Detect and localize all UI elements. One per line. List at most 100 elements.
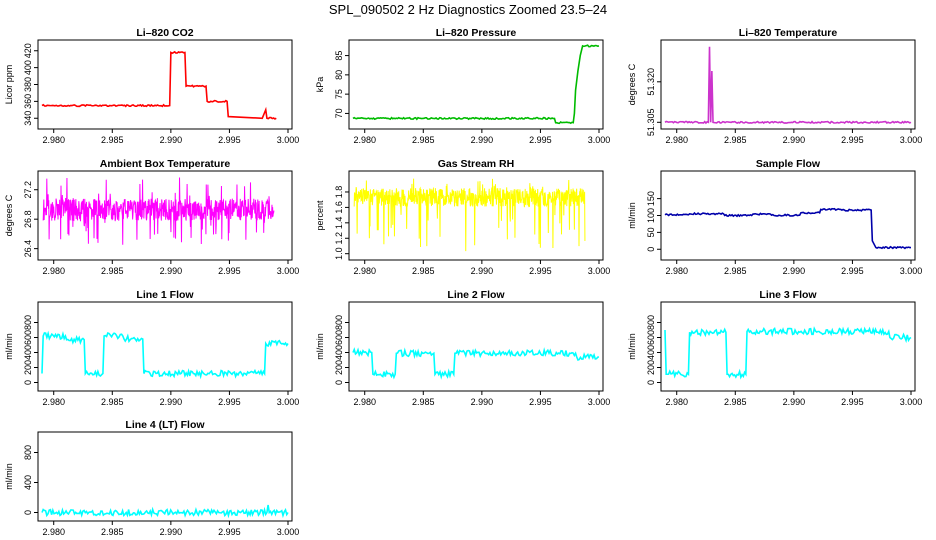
y-tick-label: 0: [23, 510, 33, 515]
y-axis-label: kPa: [315, 77, 325, 93]
plot-frame: [37, 301, 293, 392]
y-tick-label: 1.4: [334, 217, 344, 230]
plot-frame: [37, 170, 293, 261]
panel-9: Line 3 Flow ml/min 2.980 2.985 2.990 2.995 3.0…: [627, 289, 922, 407]
x-tick-label: 2.985: [101, 266, 124, 276]
plot-frame: [37, 431, 293, 522]
x-tick-label: 2.980: [665, 135, 688, 145]
y-tick-label: 51.320: [646, 68, 656, 96]
panel-title: Li–820 Temperature: [739, 27, 838, 39]
panel-title: Line 3 Flow: [759, 289, 817, 301]
y-tick-label: 27.2: [23, 181, 33, 199]
y-tick-label: 0: [334, 380, 344, 385]
series-line: [664, 46, 912, 125]
y-tick-label: 800: [23, 315, 33, 330]
x-tick-label: 3.000: [277, 266, 300, 276]
plot-frame: [348, 39, 604, 130]
y-tick-label: 420: [23, 43, 33, 58]
x-tick-label: 2.980: [42, 266, 65, 276]
x-tick-label: 3.000: [277, 397, 300, 407]
x-tick-label: 2.990: [160, 135, 183, 145]
y-tick-label: 80: [334, 70, 344, 80]
x-tick-label: 2.980: [353, 397, 376, 407]
x-tick-label: 2.985: [101, 135, 124, 145]
y-tick-label: 70: [334, 108, 344, 118]
x-tick-label: 2.985: [412, 135, 435, 145]
x-tick-label: 2.995: [529, 135, 552, 145]
y-axis-label: degrees C: [627, 63, 637, 105]
series-line: [41, 330, 289, 380]
x-tick-label: 2.980: [665, 266, 688, 276]
x-tick-label: 2.985: [724, 266, 747, 276]
y-axis-label: percent: [315, 200, 325, 231]
x-tick-label: 2.985: [101, 527, 124, 537]
series-line: [41, 504, 289, 519]
y-tick-label: 400: [646, 345, 656, 360]
y-axis-label: ml/min: [627, 333, 637, 360]
panel-title: Line 1 Flow: [136, 289, 194, 301]
panel-1: Li–820 CO2 Licor ppm 2.980 2.985 2.990 2.995 3…: [4, 27, 299, 145]
x-tick-label: 2.985: [724, 397, 747, 407]
y-tick-label: 75: [334, 89, 344, 99]
plot-frame: [660, 301, 916, 392]
y-axis-label: ml/min: [315, 333, 325, 360]
y-tick-label: 1.0: [334, 247, 344, 260]
x-tick-label: 3.000: [900, 266, 923, 276]
y-tick-label: 380: [23, 77, 33, 92]
y-tick-label: 0: [23, 380, 33, 385]
panel-title: Gas Stream RH: [438, 158, 514, 170]
y-axis-label: ml/min: [4, 333, 14, 360]
x-tick-label: 2.990: [160, 266, 183, 276]
x-tick-label: 2.990: [471, 266, 494, 276]
y-tick-label: 800: [334, 315, 344, 330]
y-tick-label: 400: [23, 475, 33, 490]
y-tick-label: 800: [646, 315, 656, 330]
series-line: [664, 326, 912, 380]
x-tick-label: 2.990: [160, 397, 183, 407]
x-tick-label: 2.990: [783, 266, 806, 276]
x-tick-label: 2.980: [353, 266, 376, 276]
y-tick-label: 100: [646, 208, 656, 223]
x-tick-label: 2.995: [841, 135, 864, 145]
x-tick-label: 2.990: [471, 135, 494, 145]
panel-title: Line 2 Flow: [447, 289, 505, 301]
x-tick-label: 3.000: [900, 135, 923, 145]
x-tick-label: 2.985: [101, 397, 124, 407]
x-tick-label: 3.000: [588, 135, 611, 145]
panel-6: Sample Flow ml/min 2.980 2.985 2.990 2.995 3.0…: [627, 158, 922, 276]
x-tick-label: 2.985: [412, 397, 435, 407]
y-tick-label: 200: [23, 360, 33, 375]
series-line: [664, 207, 912, 250]
x-tick-label: 2.980: [353, 135, 376, 145]
x-tick-label: 2.995: [218, 397, 241, 407]
panel-title: Sample Flow: [756, 158, 821, 170]
y-tick-label: 0: [646, 247, 656, 252]
y-tick-label: 26.8: [23, 210, 33, 228]
panel-5: Gas Stream RH percent 2.980 2.985 2.990 2.995…: [315, 158, 610, 276]
y-tick-label: 600: [334, 330, 344, 345]
x-tick-label: 2.990: [160, 527, 183, 537]
x-tick-label: 3.000: [277, 135, 300, 145]
x-tick-label: 2.995: [841, 397, 864, 407]
y-tick-label: 85: [334, 51, 344, 61]
y-axis-label: Licor ppm: [4, 65, 14, 105]
y-axis-label: ml/min: [4, 463, 14, 490]
plot-frame: [348, 301, 604, 392]
y-tick-label: 400: [23, 345, 33, 360]
x-tick-label: 2.995: [218, 135, 241, 145]
x-tick-label: 2.995: [841, 266, 864, 276]
x-tick-label: 3.000: [588, 397, 611, 407]
y-tick-label: 200: [646, 360, 656, 375]
x-tick-label: 2.980: [42, 397, 65, 407]
y-axis-label: degrees C: [4, 194, 14, 236]
x-tick-label: 2.995: [218, 527, 241, 537]
y-tick-label: 400: [334, 345, 344, 360]
y-axis-label: ml/min: [627, 202, 637, 229]
series-line: [352, 44, 600, 125]
panel-8: Line 2 Flow ml/min 2.980 2.985 2.990 2.995 3.0…: [315, 289, 610, 407]
y-tick-label: 800: [23, 445, 33, 460]
panel-title: Li–820 CO2: [136, 27, 193, 39]
x-tick-label: 2.985: [724, 135, 747, 145]
panel-10: Line 4 (LT) Flow ml/min 2.980 2.985 2.990 2.9…: [4, 419, 299, 537]
y-tick-label: 51.305: [646, 109, 656, 137]
